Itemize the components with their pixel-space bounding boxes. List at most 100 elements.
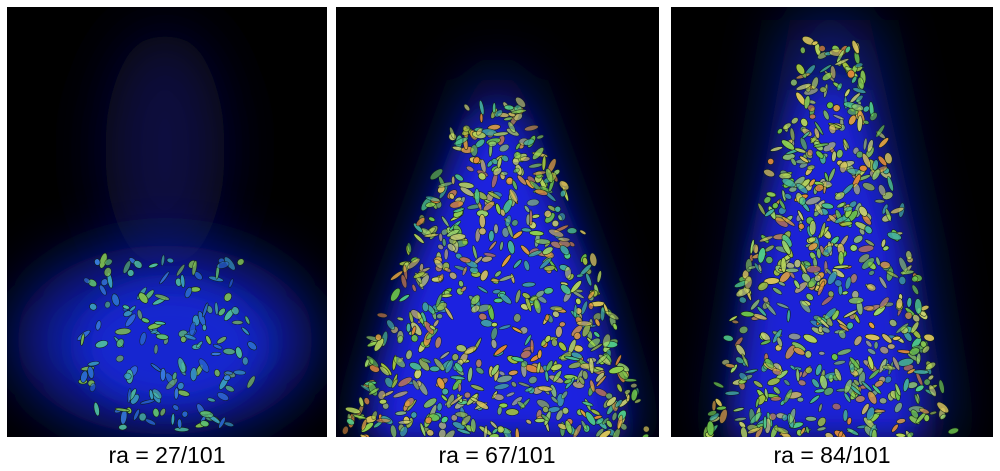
particle [855, 395, 866, 403]
particle [498, 274, 515, 282]
particle [579, 229, 587, 235]
particle [767, 158, 775, 165]
particle [499, 241, 504, 251]
panel [336, 7, 659, 437]
particle [866, 406, 875, 421]
particle [494, 270, 502, 278]
particle [813, 142, 829, 148]
particle [488, 230, 495, 242]
particle [826, 101, 834, 109]
particle [741, 353, 749, 368]
particle [507, 121, 516, 134]
particle [859, 164, 868, 172]
particle [713, 381, 725, 389]
particle [854, 62, 864, 68]
particle [731, 319, 739, 324]
particle [848, 114, 857, 126]
caption: ra = 84/101 [773, 442, 890, 468]
particle [487, 140, 497, 147]
particle [765, 256, 774, 264]
particle [94, 258, 101, 266]
particle [177, 418, 183, 429]
particle [542, 246, 554, 255]
particle [449, 200, 464, 209]
particle [600, 306, 606, 322]
particle [895, 322, 909, 334]
particle [534, 188, 548, 196]
particle [839, 160, 848, 174]
particle [475, 400, 489, 410]
particle [129, 305, 137, 312]
particle [528, 250, 543, 258]
particle [875, 256, 881, 266]
panel [7, 7, 327, 437]
particle [377, 390, 386, 400]
particle [477, 172, 487, 181]
particle [467, 366, 473, 383]
particle [809, 394, 820, 404]
particle [519, 156, 531, 162]
caption: ra = 67/101 [438, 442, 555, 468]
particle [534, 418, 546, 423]
particle [474, 188, 481, 205]
particle [493, 383, 510, 390]
particle [550, 363, 563, 371]
particle [544, 313, 550, 322]
particle [533, 298, 542, 314]
particle [159, 408, 166, 417]
particle [928, 384, 937, 397]
particle [225, 385, 235, 393]
particle [784, 193, 792, 200]
particle [390, 287, 401, 302]
particle [867, 348, 877, 355]
particle [231, 320, 244, 325]
particle [454, 411, 469, 418]
particle [839, 221, 853, 227]
particle [630, 383, 638, 389]
particle [233, 369, 247, 376]
particle [177, 382, 185, 390]
particle [421, 301, 429, 312]
particle [605, 310, 620, 321]
particle [866, 283, 877, 292]
particle [449, 271, 458, 280]
particle [523, 260, 530, 271]
particle [564, 266, 572, 280]
particle [406, 242, 412, 254]
particle [152, 388, 163, 400]
particle [733, 417, 747, 422]
particle [822, 245, 833, 256]
particle [785, 267, 800, 273]
particle [858, 205, 868, 217]
particle [842, 409, 849, 422]
particle [386, 319, 396, 331]
particle [114, 327, 132, 336]
particle [499, 292, 512, 305]
particle [781, 216, 796, 227]
particle [836, 82, 843, 91]
particle [451, 353, 459, 361]
particle [346, 418, 355, 426]
particle [439, 351, 450, 360]
panel [671, 7, 993, 437]
particle [524, 124, 539, 132]
particle [799, 46, 806, 54]
particle [594, 366, 605, 371]
particle [616, 383, 623, 393]
particle [438, 232, 443, 242]
particle [851, 75, 858, 84]
particle [763, 196, 772, 204]
particle [542, 406, 549, 413]
particle [246, 375, 256, 389]
particle [830, 65, 837, 80]
particle [873, 341, 879, 350]
particle [517, 381, 531, 388]
particle [777, 281, 786, 287]
particle [815, 363, 823, 376]
particle [537, 349, 543, 359]
particle [451, 175, 456, 185]
particle [578, 376, 586, 385]
particle [423, 397, 437, 409]
particle [616, 414, 623, 430]
particle [470, 418, 477, 433]
